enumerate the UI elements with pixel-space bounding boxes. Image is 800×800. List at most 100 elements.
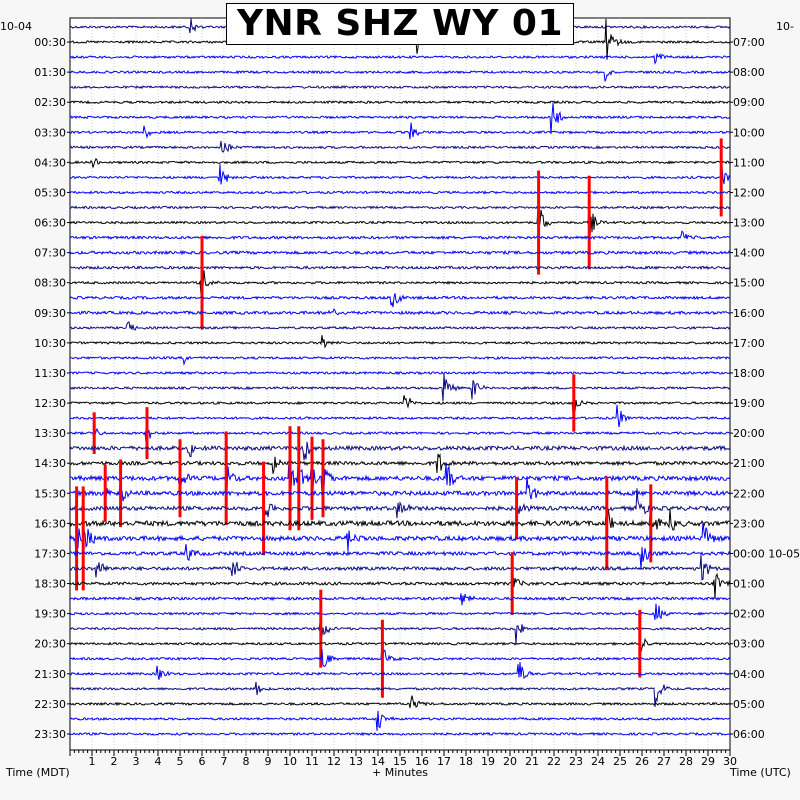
right-time-label: 09:00	[733, 96, 765, 109]
x-axis-title: + Minutes	[372, 766, 429, 779]
clip-marker	[605, 476, 609, 571]
x-tick-label: 4	[155, 755, 162, 768]
clip-marker	[587, 175, 591, 270]
x-tick-label: 3	[133, 755, 140, 768]
trace-row	[69, 230, 731, 241]
right-time-label: 02:00	[733, 608, 765, 621]
trace-row	[69, 544, 731, 570]
x-tick-label: 6	[199, 755, 206, 768]
trace-row	[69, 373, 731, 402]
x-tick-label: 22	[547, 755, 561, 768]
right-time-label: 19:00	[733, 397, 765, 410]
trace-row	[69, 69, 731, 82]
x-tick-label: 9	[265, 755, 272, 768]
clip-marker	[75, 486, 79, 591]
left-time-label: 00:30	[34, 36, 66, 49]
right-time-label: 16:00	[733, 307, 765, 320]
chart-title: YNR SHZ WY 01	[236, 3, 564, 44]
trace-row	[70, 52, 731, 65]
x-tick-label: 18	[459, 755, 473, 768]
x-tick-label: 27	[657, 755, 671, 768]
trace-row	[69, 621, 731, 645]
x-tick-label: 14	[371, 755, 385, 768]
x-tick-label: 19	[481, 755, 495, 768]
clip-marker	[321, 439, 325, 518]
trace-row	[69, 404, 731, 428]
left-time-label: 10:30	[34, 337, 66, 350]
clip-marker	[288, 426, 292, 531]
clip-marker	[649, 484, 653, 563]
clip-marker	[297, 426, 301, 531]
left-time-label: 13:30	[34, 427, 66, 440]
clip-marker	[719, 138, 723, 217]
left-time-label: 08:30	[34, 277, 66, 290]
right-time-label: 15:00	[733, 277, 765, 290]
right-time-label: 20:00	[733, 427, 765, 440]
trace-row	[69, 157, 731, 168]
x-tick-label: 17	[437, 755, 451, 768]
right-time-label: 07:00	[733, 36, 765, 49]
left-time-label: 21:30	[34, 668, 66, 681]
trace-row	[69, 100, 731, 105]
trace-row	[69, 695, 731, 709]
x-tick-label: 12	[327, 755, 341, 768]
trace-row	[69, 122, 731, 140]
trace-row	[69, 637, 731, 656]
x-tick-label: 26	[635, 755, 649, 768]
clip-marker	[638, 609, 642, 678]
clip-marker	[510, 552, 514, 615]
x-tick-label: 30	[723, 755, 737, 768]
left-time-label: 14:30	[34, 457, 66, 470]
trace-row	[69, 603, 731, 620]
x-tick-label: 11	[305, 755, 319, 768]
x-tick-label: 24	[591, 755, 605, 768]
clip-marker	[81, 486, 85, 591]
clip-marker	[310, 436, 314, 520]
trace-row	[69, 593, 731, 606]
left-time-label: 23:30	[34, 728, 66, 741]
right-time-label: 14:00	[733, 247, 765, 260]
trace-row	[69, 205, 731, 210]
right-time-label: 22:00	[733, 487, 765, 500]
trace-row	[69, 140, 731, 153]
left-axis-title: Time (MDT)	[6, 766, 70, 779]
right-time-label: 17:00	[733, 337, 765, 350]
clip-marker	[200, 235, 204, 330]
left-time-label: 11:30	[34, 367, 66, 380]
trace-row	[69, 249, 731, 256]
x-tick-label: 25	[613, 755, 627, 768]
trace-row	[69, 190, 731, 195]
clip-marker	[262, 461, 266, 556]
trace-row	[69, 206, 731, 238]
trace-row	[70, 270, 731, 296]
x-tick-label: 21	[525, 755, 539, 768]
trace-row	[69, 395, 731, 413]
trace-row	[69, 85, 731, 90]
left-time-label: 01:30	[34, 66, 66, 79]
trace-row	[69, 572, 731, 599]
right-time-label: 08:00	[733, 66, 765, 79]
right-time-label: 21:00	[733, 457, 765, 470]
x-tick-label: 8	[243, 755, 250, 768]
x-tick-label: 1	[89, 755, 96, 768]
trace-row	[69, 308, 731, 316]
clip-marker	[572, 374, 576, 432]
trace-row	[69, 427, 731, 443]
right-time-label: 23:00	[733, 517, 765, 530]
left-time-label: 07:30	[34, 247, 66, 260]
x-tick-label: 7	[221, 755, 228, 768]
x-tick-label: 15	[393, 755, 407, 768]
trace-row	[69, 335, 731, 349]
left-time-label: 18:30	[34, 578, 66, 591]
x-tick-label: 5	[177, 755, 184, 768]
title-box: YNR SHZ WY 01	[226, 3, 574, 45]
left-time-label: 19:30	[34, 608, 66, 621]
x-tick-label: 2	[111, 755, 118, 768]
trace-row	[69, 321, 731, 331]
clip-marker	[515, 477, 519, 540]
right-time-label: 00:00 10-05	[733, 547, 800, 560]
x-tick-label: 10	[283, 755, 297, 768]
right-time-label: 04:00	[733, 668, 765, 681]
